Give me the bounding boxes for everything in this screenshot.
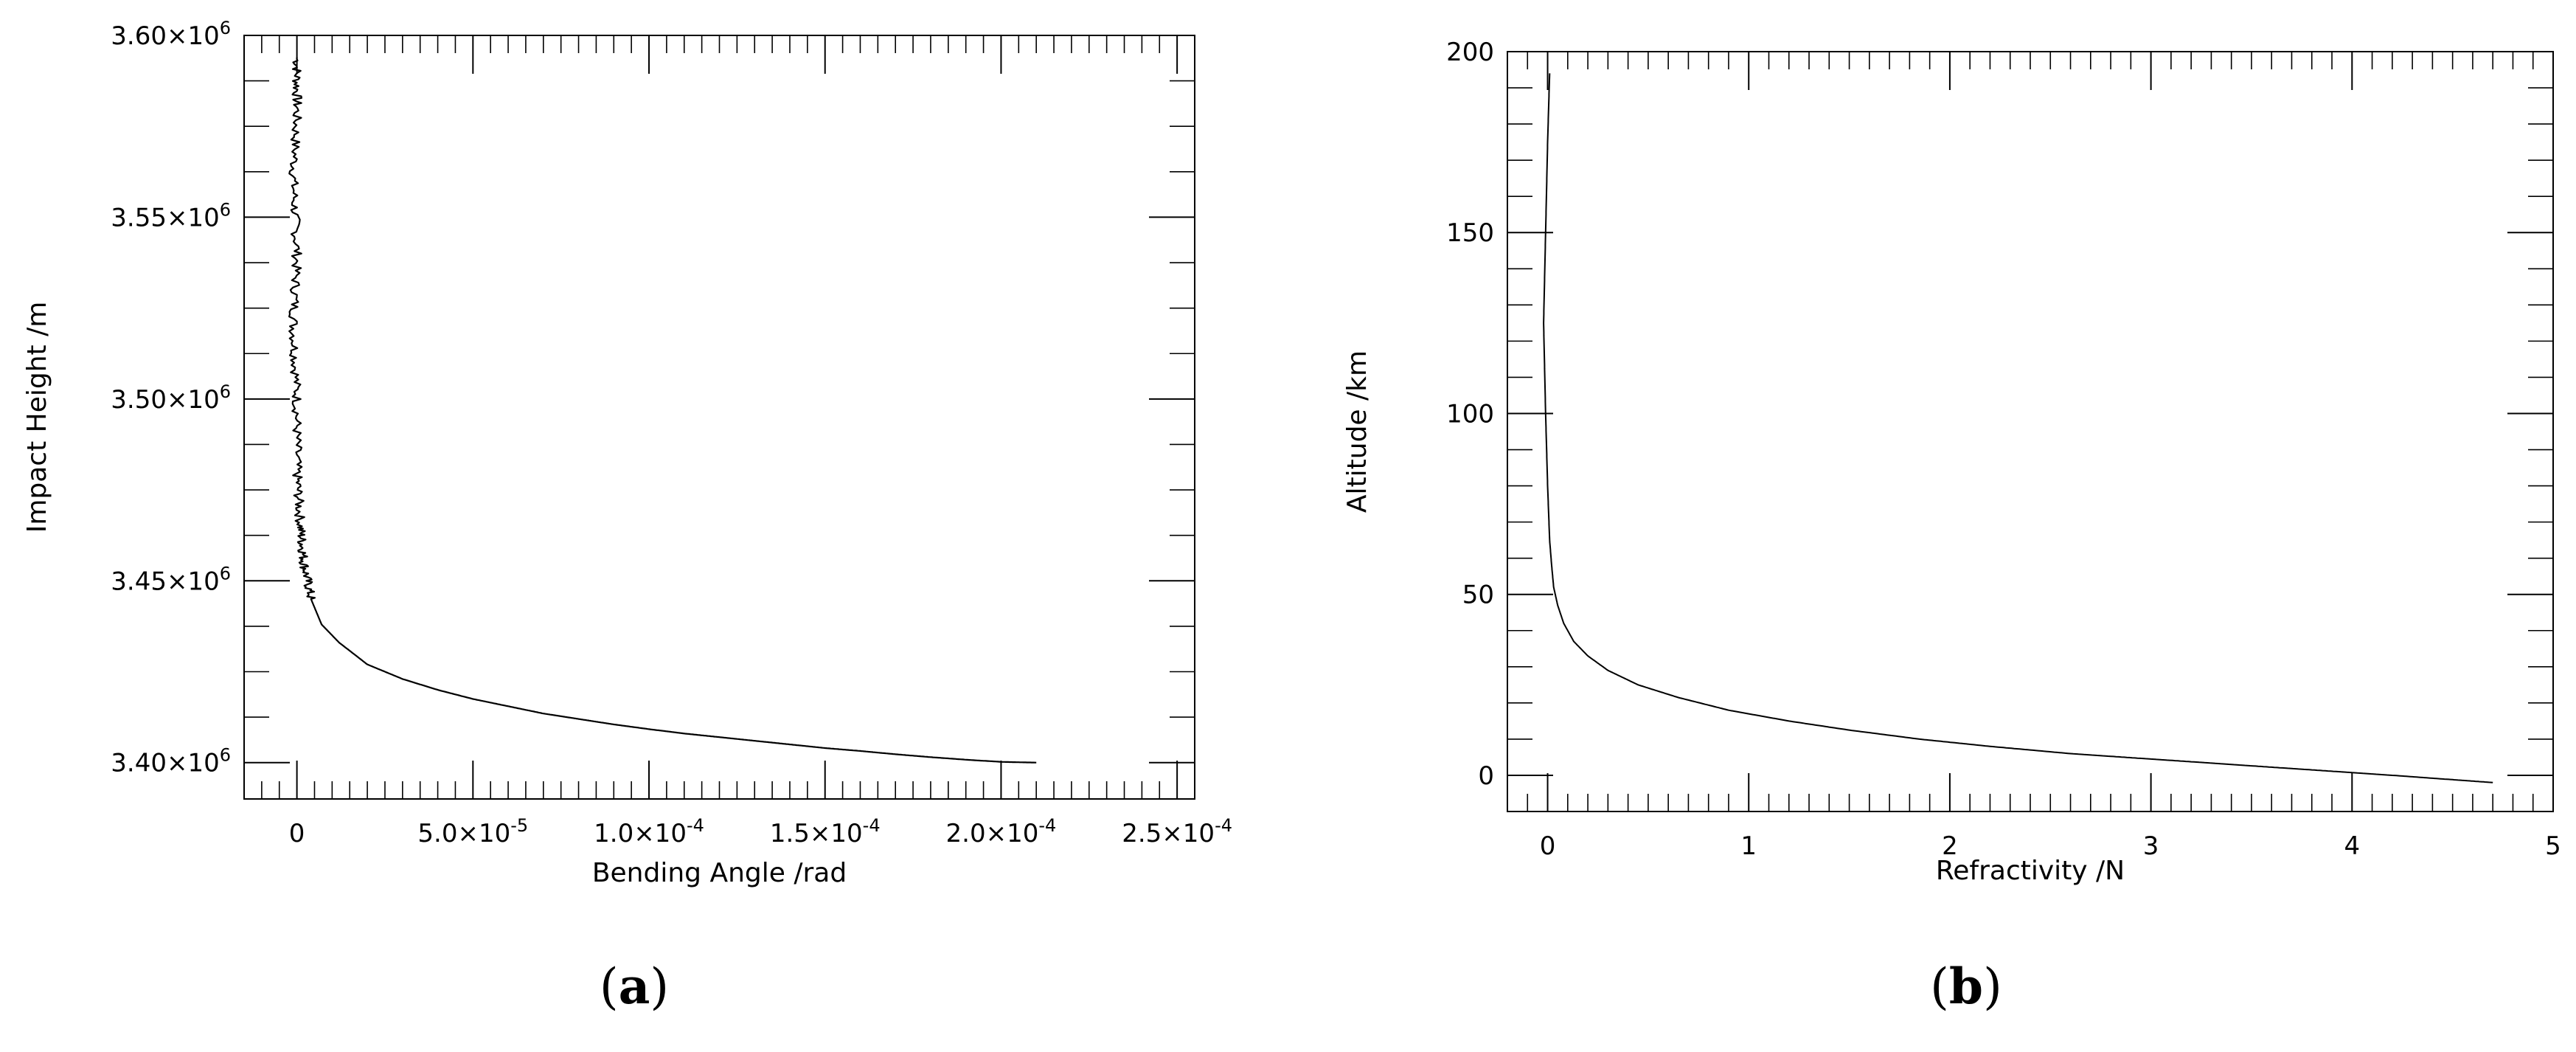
y-tick-exponent: 6 <box>220 199 231 220</box>
x-tick-label: 2 <box>1942 831 1958 861</box>
x-tick-exponent: -5 <box>510 815 528 836</box>
panel-label-letter: a <box>619 958 650 1015</box>
x-tick-exponent: -4 <box>687 815 704 836</box>
y-tick-exponent: 6 <box>220 18 231 38</box>
x-tick-exponent: -4 <box>863 815 881 836</box>
y-tick-label: 3.60×106 <box>111 18 231 51</box>
x-tick-label: 1 <box>1740 831 1757 861</box>
x-tick-label: 3 <box>2143 831 2159 861</box>
panel-label-paren: ( <box>1930 958 1949 1015</box>
x-tick-label: 5.0×10-5 <box>417 815 528 848</box>
plot-frame <box>243 35 1195 800</box>
panel-label: (b) <box>1930 958 2002 1015</box>
x-tick-label: 0 <box>1540 831 1556 861</box>
panel-a-chart: 0 5.0×10-5 1.0×10-4 1.5×10-4 2.0×10-4 2.5×10-… <box>22 18 1232 1015</box>
panel-label: (a) <box>600 958 669 1015</box>
data-line <box>288 57 1037 764</box>
y-tick-exponent: 6 <box>220 563 231 584</box>
y-tick-label: 200 <box>1446 38 1494 67</box>
panel-label-paren: ) <box>1983 958 2002 1015</box>
plot-frame <box>1507 51 2554 812</box>
x-tick-label: 1.0×10-4 <box>594 815 704 848</box>
x-tick-label: 1.5×10-4 <box>770 815 881 848</box>
x-tick-label: 0 <box>289 819 305 848</box>
y-axis-title: Altitude /km <box>1342 350 1372 513</box>
panel-label-paren: ) <box>650 958 669 1015</box>
y-tick-label: 150 <box>1446 218 1494 248</box>
panel-label-paren: ( <box>600 958 619 1015</box>
data-line <box>1543 73 2493 783</box>
y-tick-label: 3.40×106 <box>111 745 231 778</box>
y-tick-exponent: 6 <box>220 745 231 766</box>
x-tick-label: 5 <box>2545 831 2561 861</box>
x-tick-exponent: -4 <box>1038 815 1056 836</box>
y-axis-title: Impact Height /m <box>22 302 52 533</box>
x-tick-label: 2.5×10-4 <box>1122 815 1232 848</box>
y-tick-exponent: 6 <box>220 381 231 402</box>
x-tick-label: 2.0×10-4 <box>946 815 1057 848</box>
y-tick-label: 3.50×106 <box>111 381 231 415</box>
x-axis-title: Bending Angle /rad <box>592 858 847 888</box>
y-tick-label: 3.45×106 <box>111 563 231 596</box>
y-tick-label: 100 <box>1446 399 1494 429</box>
x-tick-exponent: -4 <box>1215 815 1232 836</box>
y-tick-label: 50 <box>1462 581 1494 610</box>
x-axis-title: Refractivity /N <box>1936 856 2125 886</box>
y-tick-label: 3.55×106 <box>111 199 231 232</box>
y-tick-label: 0 <box>1478 761 1494 791</box>
x-tick-label: 4 <box>2344 831 2360 861</box>
panel-label-letter: b <box>1949 958 1983 1015</box>
